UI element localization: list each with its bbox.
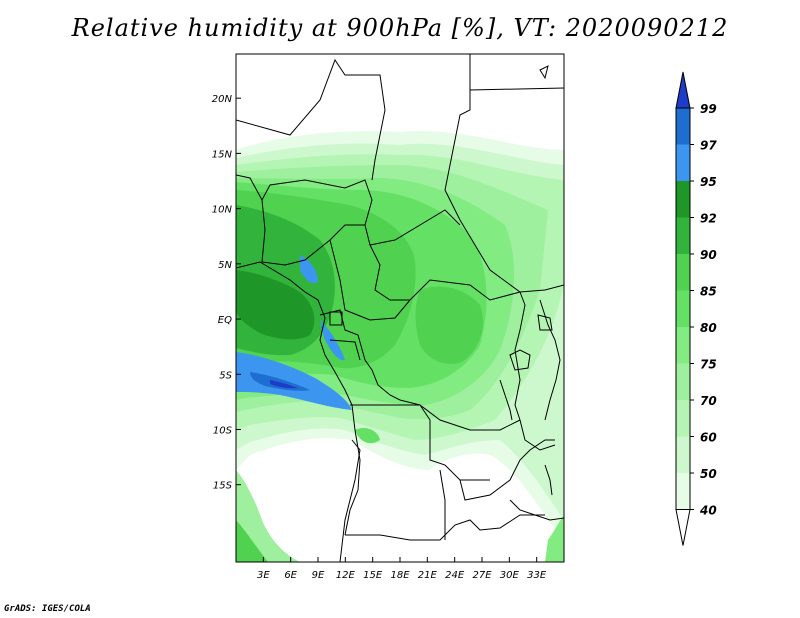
lat-tick-label-0: 20N	[212, 94, 233, 105]
colorbar-label-3: 92	[700, 212, 717, 226]
colorbar-top-arrow	[675, 71, 691, 109]
border-island-north	[539, 65, 549, 80]
colorbar-label-10: 50	[700, 467, 717, 481]
lat-tick-label-3: 5N	[218, 260, 232, 271]
colorbar-label-11: 40	[699, 504, 717, 518]
lon-tick-label-9: 30E	[500, 570, 520, 581]
colorbar-segment-9	[676, 436, 690, 473]
colorbar-segment-0	[676, 108, 690, 145]
rh-field-90-east	[415, 286, 484, 365]
colorbar-label-5: 85	[700, 285, 717, 299]
colorbar-segment-7	[676, 363, 690, 400]
colorbar-segment-4	[676, 254, 690, 291]
rh-field-southwest-inner	[236, 520, 268, 562]
rh-field-southeast	[545, 515, 564, 562]
lon-tick-label-3: 12E	[336, 570, 356, 581]
border-botswana	[439, 469, 446, 540]
border-east-edge	[469, 87, 564, 91]
border-namibia	[345, 514, 545, 541]
lon-tick-label-4: 15E	[363, 570, 383, 581]
border-cameroon	[329, 239, 521, 321]
colorbar-segment-8	[676, 400, 690, 437]
rh-field-99	[270, 380, 298, 389]
border-east-coast	[539, 299, 561, 421]
rh-field-green-patch	[355, 428, 380, 444]
lon-tick-label-5: 18E	[390, 570, 410, 581]
border-congo	[319, 309, 521, 431]
lon-tick-label-2: 9E	[312, 570, 325, 581]
rh-field-southwest	[236, 470, 300, 562]
latitude-axis: 20N 15N 10N 5N EQ 5S 10S 15S	[212, 94, 241, 492]
country-borders	[236, 54, 564, 562]
lon-tick-label-7: 24E	[445, 570, 465, 581]
lon-tick-label-6: 21E	[418, 570, 438, 581]
border-angola	[350, 404, 490, 481]
border-nigeria	[261, 199, 365, 266]
lon-tick-label-1: 6E	[284, 570, 297, 581]
colorbar-label-4: 90	[700, 248, 717, 262]
border-lake-victoria	[509, 349, 531, 371]
border-lake-malawi	[544, 464, 553, 496]
colorbar-label-8: 70	[700, 394, 717, 408]
colorbar-segment-6	[676, 327, 690, 364]
colorbar-segment-3	[676, 217, 690, 254]
lat-tick-label-5: 5S	[219, 370, 232, 381]
colorbar-segment-10	[676, 473, 690, 510]
lat-tick-label-1: 15N	[212, 149, 233, 160]
border-west-coast	[236, 261, 361, 536]
rh-field-95	[236, 352, 352, 410]
colorbar-label-1: 97	[700, 139, 717, 153]
rh-field-97	[250, 372, 310, 391]
colorbar-segment-2	[676, 181, 690, 218]
colorbar-label-2: 95	[700, 175, 717, 189]
lat-tick-label-2: 10N	[212, 205, 233, 216]
credit-label: GrADS: IGES/COLA	[4, 604, 91, 614]
border-chad	[369, 244, 410, 301]
border-small-box	[329, 311, 343, 326]
border-sahara	[236, 58, 386, 181]
lat-tick-label-6: 10S	[213, 425, 233, 436]
longitude-axis: 3E 6E 9E 12E 15E 18E 21E 24E 27E 30E 33E	[257, 557, 547, 581]
chart-title: Relative humidity at 900hPa [%], VT: 202…	[71, 14, 729, 42]
border-zambezi	[509, 499, 564, 521]
lon-tick-label-8: 27E	[472, 570, 492, 581]
colorbar-label-0: 99	[700, 102, 717, 116]
lat-tick-label-7: 15S	[213, 481, 233, 492]
lon-tick-label-0: 3E	[257, 570, 270, 581]
lat-tick-label-4: EQ	[218, 315, 232, 326]
colorbar-segment-5	[676, 290, 690, 327]
humidity-field	[236, 131, 564, 562]
colorbar-bottom-arrow	[675, 509, 691, 546]
border-east-lakes	[514, 291, 556, 451]
border-west-africa	[236, 174, 461, 246]
border-lake-tanganyika	[499, 379, 513, 421]
colorbar-segment-1	[676, 144, 690, 181]
border-lake-east	[537, 314, 553, 331]
rh-field-92	[236, 270, 315, 340]
colorbar-outline	[675, 107, 691, 510]
border-southern	[339, 439, 361, 562]
border-north-east	[444, 54, 564, 293]
colorbar-label-9: 60	[700, 431, 717, 445]
border-zambia	[459, 439, 555, 501]
lon-tick-label-10: 33E	[527, 570, 547, 581]
colorbar-label-7: 75	[700, 358, 717, 372]
colorbar-label-6: 80	[700, 321, 717, 335]
border-gabon	[329, 339, 361, 361]
rh-field-95-coast	[300, 255, 345, 361]
colorbar: 99 97 95 92 90 85 80 75 70 60 50 40	[675, 71, 717, 546]
